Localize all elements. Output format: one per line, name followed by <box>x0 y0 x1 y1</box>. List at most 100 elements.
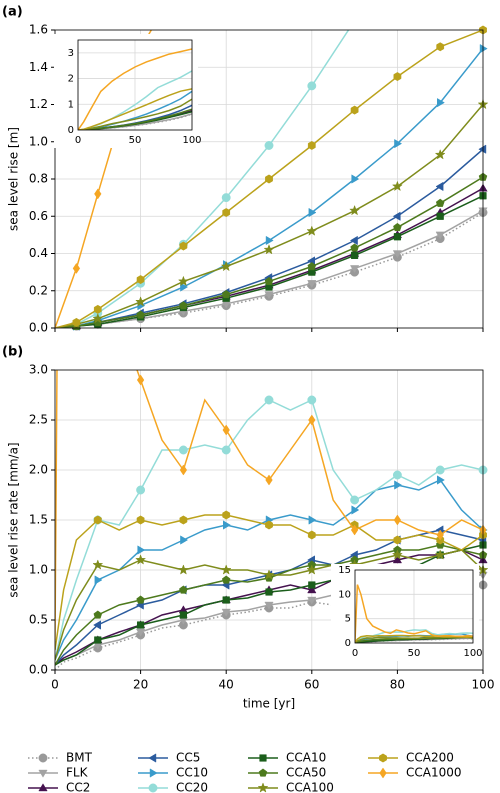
marker <box>221 289 231 299</box>
marker <box>136 595 145 604</box>
marker <box>307 530 316 540</box>
x-tick-label: 40 <box>219 678 234 692</box>
marker <box>307 596 317 605</box>
axes-frame <box>54 369 484 671</box>
marker <box>180 282 189 292</box>
legend-marker <box>149 768 158 778</box>
marker <box>265 174 273 184</box>
marker <box>350 105 359 115</box>
axes-frame <box>54 29 484 329</box>
y-tick-label: 1.5 <box>29 513 48 527</box>
y-tick-label: 1.2 <box>29 97 48 111</box>
legend-marker <box>38 783 48 792</box>
inset-y-tick-label: 15 <box>338 565 351 576</box>
marker <box>307 280 317 288</box>
series-line <box>55 104 483 328</box>
marker <box>136 621 145 629</box>
inset-x-tick-label: 50 <box>408 648 421 659</box>
legend-label: CCA10 <box>286 751 326 765</box>
x-tick-label: 0 <box>51 678 59 692</box>
x-tick-label: 60 <box>304 678 319 692</box>
marker <box>180 535 189 545</box>
legend-label: FLK <box>66 766 89 780</box>
series-line <box>55 398 483 661</box>
marker <box>92 312 104 324</box>
marker <box>265 588 273 596</box>
inset-x-tick-label: 100 <box>182 135 201 146</box>
y-tick-label: 2.0 <box>29 463 48 477</box>
series-line <box>55 514 483 651</box>
marker <box>264 276 274 286</box>
marker <box>265 235 274 246</box>
legend-label: CC5 <box>176 751 200 765</box>
marker <box>393 535 402 545</box>
y-tick-label: 0.6 <box>29 209 48 223</box>
inset-y-tick-label: 2 <box>68 74 74 85</box>
marker <box>179 611 188 619</box>
legend-marker <box>379 767 387 779</box>
marker <box>308 414 316 426</box>
inset-x-tick-label: 0 <box>75 135 81 146</box>
legend-marker <box>148 783 158 793</box>
marker <box>72 262 81 274</box>
legend-marker <box>148 753 157 763</box>
marker <box>308 207 317 218</box>
marker <box>394 138 403 149</box>
inset-y-tick-label: 0 <box>68 125 74 136</box>
marker <box>393 233 402 241</box>
series-line <box>55 479 483 661</box>
inset-frame <box>354 569 474 644</box>
legend-label: CC20 <box>176 781 208 793</box>
series-line <box>78 88 192 130</box>
marker <box>94 188 102 200</box>
y-tick-label: 0.5 <box>29 613 48 627</box>
legend-marker <box>257 782 269 793</box>
marker <box>351 505 360 515</box>
marker <box>437 98 445 108</box>
series-line <box>55 187 483 328</box>
legend-marker <box>259 754 267 762</box>
marker <box>265 474 273 486</box>
marker <box>350 524 359 536</box>
inset-frame <box>77 39 193 131</box>
y-tick-label: 0.4 <box>29 246 48 260</box>
series-line <box>78 98 192 130</box>
legend-label: CCA200 <box>406 751 454 765</box>
marker <box>308 515 317 525</box>
marker <box>434 149 446 160</box>
marker <box>264 141 274 150</box>
marker <box>221 575 231 584</box>
marker <box>479 43 488 54</box>
marker <box>435 181 444 192</box>
marker <box>136 485 146 495</box>
marker <box>222 208 231 218</box>
marker <box>350 251 359 259</box>
legend-label: CCA50 <box>286 766 326 780</box>
legend-marker <box>258 768 268 777</box>
marker <box>307 262 317 271</box>
series-line <box>78 48 192 130</box>
series-line <box>55 370 483 641</box>
inset-background <box>331 564 479 661</box>
marker <box>436 42 445 52</box>
inset-y-tick-label: 5 <box>345 614 351 625</box>
marker <box>93 304 102 314</box>
inset-background <box>54 34 198 148</box>
series-line <box>355 584 473 642</box>
series-line <box>55 176 483 328</box>
marker <box>178 445 188 455</box>
marker <box>392 470 402 480</box>
legend-label: CCA1000 <box>406 766 462 780</box>
marker <box>221 608 231 617</box>
marker <box>221 445 231 455</box>
legend-label: CCA100 <box>286 781 334 793</box>
marker <box>177 564 189 575</box>
y-axis-label: sea level rise [m] <box>7 127 21 231</box>
x-tick-label: 20 <box>133 678 148 692</box>
marker <box>436 529 444 541</box>
marker <box>136 515 145 525</box>
marker <box>93 515 102 525</box>
marker <box>392 250 403 259</box>
